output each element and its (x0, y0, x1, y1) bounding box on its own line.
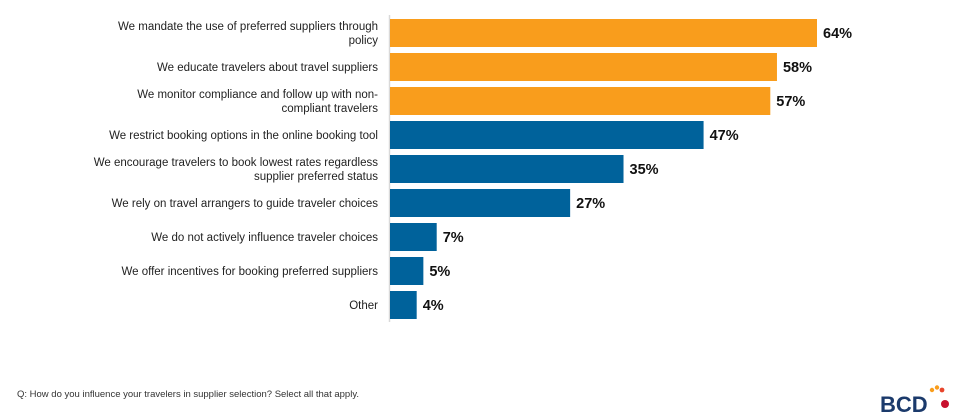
bar (390, 19, 817, 47)
data-label: 47% (710, 128, 739, 144)
data-label: 7% (443, 230, 464, 246)
data-label: 35% (630, 162, 659, 178)
bar (390, 189, 571, 217)
category-label: We offer incentives for booking preferre… (121, 266, 378, 278)
category-label: We mandate the use of preferred supplier… (118, 21, 378, 47)
category-label: We encourage travelers to book lowest ra… (94, 157, 378, 183)
category-label: We do not actively influence traveler ch… (151, 232, 378, 244)
svg-text:BCD: BCD (880, 392, 928, 416)
data-label: 57% (776, 94, 805, 110)
data-label: 5% (429, 264, 450, 280)
data-label: 27% (576, 196, 605, 212)
data-label: 64% (823, 26, 852, 42)
bar (390, 291, 417, 319)
bar (390, 121, 704, 149)
data-label: 4% (423, 298, 444, 314)
footnote: Q: How do you influence your travelers i… (17, 389, 360, 400)
data-label: 58% (783, 60, 812, 76)
bar-chart: 64% We mandate the use of preferred suppl… (94, 15, 852, 322)
category-label: We educate travelers about travel suppli… (157, 62, 378, 74)
bar (390, 257, 424, 285)
category-label: Other (349, 300, 378, 312)
bar (390, 87, 771, 115)
bar (390, 53, 777, 81)
bar (390, 155, 624, 183)
category-label: We monitor compliance and follow up with… (137, 89, 378, 115)
category-label: We restrict booking options in the onlin… (109, 130, 378, 142)
bcd-logo: BCD (880, 385, 949, 416)
bar (390, 223, 437, 251)
category-label: We rely on travel arrangers to guide tra… (112, 198, 379, 210)
